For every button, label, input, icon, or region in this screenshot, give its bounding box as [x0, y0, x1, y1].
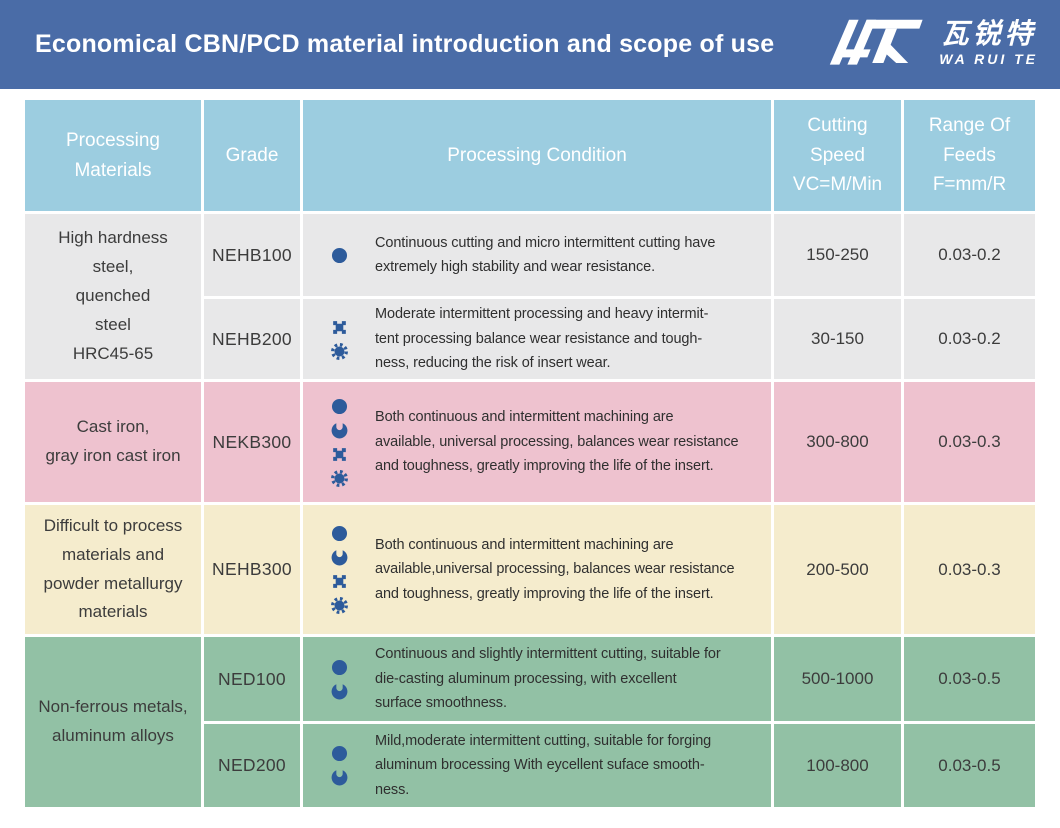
condition-cell: Mild,moderate intermittent cutting, suit… [303, 724, 771, 807]
gear8-icon [330, 469, 349, 488]
logo-chinese-name: 瓦锐特 [940, 18, 1037, 50]
cutting-speed-cell: 100-800 [774, 724, 901, 807]
condition-text: Both continuous and intermittent machini… [375, 409, 739, 475]
gear4-icon [330, 445, 349, 464]
product-table: Processing Materials Grade Processing Co… [25, 100, 1035, 807]
gear4-icon [330, 572, 349, 591]
material-cell-cast-iron: Cast iron, gray iron cast iron [25, 382, 201, 502]
page-title: Economical CBN/PCD material introduction… [35, 30, 775, 58]
material-cell-difficult-materials: Difficult to process materials and powde… [25, 505, 201, 634]
gear8-icon [330, 596, 349, 615]
logo-english-name: WA RUI TE [939, 50, 1038, 67]
column-header-grade: Grade [204, 100, 300, 211]
gear4-icon [330, 318, 349, 337]
notched-circle-icon [330, 548, 349, 567]
condition-icons [303, 524, 375, 615]
condition-icons [303, 246, 375, 265]
feed-range-cell: 0.03-0.2 [904, 299, 1035, 379]
condition-cell: Continuous and slightly intermittent cut… [303, 637, 771, 721]
header-bar: Economical CBN/PCD material introduction… [0, 0, 1060, 89]
column-header-range-of-feeds: Range Of Feeds F=mm/R [904, 100, 1035, 211]
condition-text: Both continuous and intermittent machini… [375, 536, 735, 602]
circle-icon [330, 246, 349, 265]
material-cell-non-ferrous-metals: Non-ferrous metals, aluminum alloys [25, 637, 201, 807]
condition-text: Moderate intermittent processing and hea… [375, 306, 709, 372]
gear8-icon [330, 342, 349, 361]
notched-circle-icon [330, 682, 349, 701]
cutting-speed-cell: 500-1000 [774, 637, 901, 721]
material-cell-high-hardness-steel: High hardness steel, quenched steel HRC4… [25, 214, 201, 379]
grade-cell: NEHB200 [204, 299, 300, 379]
company-logo: 瓦锐特 WA RUI TE [817, 10, 1038, 76]
cutting-speed-cell: 150-250 [774, 214, 901, 296]
feed-range-cell: 0.03-0.2 [904, 214, 1035, 296]
column-header-cutting-speed: Cutting Speed VC=M/Min [774, 100, 901, 211]
grade-cell: NEKB300 [204, 382, 300, 502]
condition-cell: Both continuous and intermittent machini… [303, 505, 771, 634]
condition-text: Continuous cutting and micro intermitten… [375, 234, 716, 275]
condition-icons [303, 318, 375, 361]
notched-circle-icon [330, 421, 349, 440]
grade-cell: NED200 [204, 724, 300, 807]
condition-text: Continuous and slightly intermittent cut… [375, 646, 721, 712]
condition-cell: Continuous cutting and micro intermitten… [303, 214, 771, 296]
feed-range-cell: 0.03-0.3 [904, 505, 1035, 634]
condition-text: Mild,moderate intermittent cutting, suit… [375, 732, 712, 798]
grade-cell: NED100 [204, 637, 300, 721]
circle-icon [330, 658, 349, 677]
column-header-processing-condition: Processing Condition [303, 100, 771, 211]
condition-cell: Moderate intermittent processing and hea… [303, 299, 771, 379]
circle-icon [330, 524, 349, 543]
condition-icons [303, 658, 375, 701]
feed-range-cell: 0.03-0.5 [904, 637, 1035, 721]
condition-icons [303, 744, 375, 787]
cutting-speed-cell: 30-150 [774, 299, 901, 379]
feed-range-cell: 0.03-0.3 [904, 382, 1035, 502]
grade-cell: NEHB100 [204, 214, 300, 296]
logo-text: 瓦锐特 WA RUI TE [939, 19, 1038, 66]
circle-icon [330, 397, 349, 416]
cutting-speed-cell: 300-800 [774, 382, 901, 502]
feed-range-cell: 0.03-0.5 [904, 724, 1035, 807]
grade-cell: NEHB300 [204, 505, 300, 634]
notched-circle-icon [330, 768, 349, 787]
condition-cell: Both continuous and intermittent machini… [303, 382, 771, 502]
circle-icon [330, 744, 349, 763]
logo-mark-icon [829, 19, 923, 65]
column-header-processing-materials: Processing Materials [25, 100, 201, 211]
cutting-speed-cell: 200-500 [774, 505, 901, 634]
condition-icons [303, 397, 375, 488]
